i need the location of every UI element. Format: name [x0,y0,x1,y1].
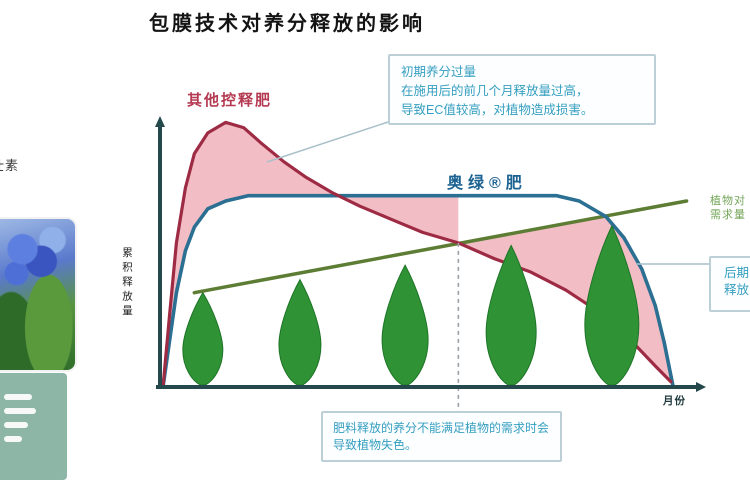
callout-early-excess: 初期养分过量 在施用后的前几个月释放量过高， 导致EC值较高，对植物造成损害。 [388,54,656,125]
callout-early-excess-line2: 在施用后的前几个月释放量过高， [401,84,589,98]
plant-demand-label-line2: 需求量 [710,209,746,221]
y-axis-label: 累积释放量 [121,247,133,320]
x-axis-arrow-icon [696,382,706,392]
osmocote-label: 奥绿®肥 [447,175,527,192]
caption-text-line [4,422,28,428]
other-crf-label: 其他控释肥 [187,92,273,109]
plant-demand-label: 植物对 需求量 [710,194,750,222]
callout-late-release: 后期 释放 [709,256,750,312]
callout-early-excess-line3: 导致EC值较高，对植物造成损害。 [401,103,594,117]
callout-shortfall-line2: 导致植物失色。 [333,438,418,452]
callout-late-release-line1: 后期 [724,266,750,280]
tree-icon [278,278,322,386]
callout-late-release-line2: 释放 [724,283,750,297]
chart-title: 包膜技术对养分释放的影响 [149,13,425,35]
thumbnail-caption-box [0,373,67,480]
caption-text-line [4,408,36,414]
callout-early-excess-line1: 初期养分过量 [401,65,477,79]
axes [156,124,698,389]
release-curves [161,120,676,389]
left-partial-text: 壮素 [0,158,20,173]
flower-photo-thumbnail[interactable] [0,217,77,372]
tree-icon [182,291,224,386]
caption-text-line [4,436,22,442]
top-callout-line [266,121,389,163]
y-axis-arrow-icon [155,116,165,127]
x-axis-label: 月份 [663,395,686,407]
tree-icon [381,264,429,386]
callout-shortfall: 肥料释放的养分不能满足植物的需求时会 导致植物失色。 [321,411,562,462]
callout-shortfall-line1: 肥料释放的养分不能满足植物的需求时会 [333,421,550,435]
growing-tree-icons [182,224,640,386]
caption-text-line [4,394,32,400]
plant-demand-label-line1: 植物对 [710,195,746,207]
